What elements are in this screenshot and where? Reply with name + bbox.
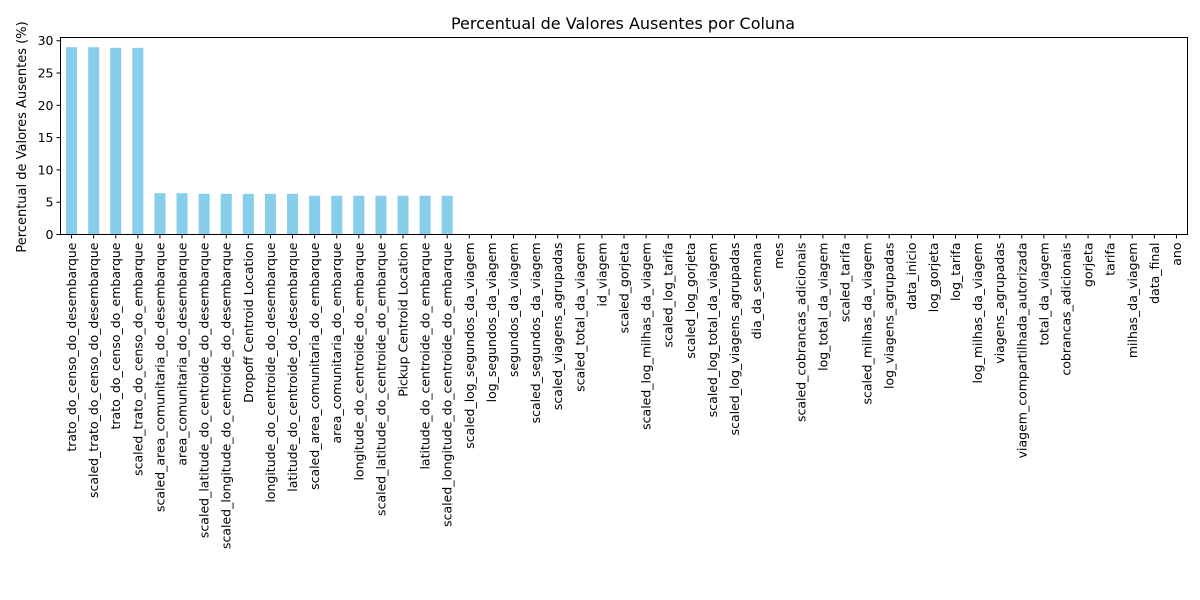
x-tick-label: scaled_latitude_do_centroide_do_embarque bbox=[373, 242, 388, 516]
x-tick-label: data_inicio bbox=[904, 243, 919, 310]
x-axis: trato_do_censo_do_desembarque scaled_trat… bbox=[64, 234, 1184, 549]
x-tick-label: dia_da_semana bbox=[749, 243, 764, 340]
x-tick-label: scaled_log_gorjeta bbox=[683, 243, 698, 359]
y-tick-label: 30 bbox=[38, 33, 54, 48]
bar bbox=[419, 195, 431, 235]
y-tick-label: 15 bbox=[38, 130, 54, 145]
y-axis: 0 5 10 15 20 25 30 bbox=[38, 33, 61, 242]
x-tick-label: scaled_area_comunitaria_do_desembarque bbox=[152, 242, 167, 512]
x-tick-label: log_viagens_agrupadas bbox=[882, 243, 897, 390]
x-tick-label: scaled_log_segundos_da_viagem bbox=[462, 243, 477, 449]
x-tick-label: scaled_viagens_agrupadas bbox=[550, 243, 565, 411]
x-tick-label: total_da_viagem bbox=[1036, 243, 1051, 346]
bar bbox=[309, 195, 321, 235]
bar bbox=[132, 47, 144, 235]
x-tick-label: log_milhas_da_viagem bbox=[970, 243, 985, 384]
x-tick-label: scaled_log_total_da_viagem bbox=[705, 243, 720, 418]
bars-group bbox=[66, 47, 453, 235]
bar bbox=[242, 193, 254, 235]
x-tick-label: scaled_tarifa bbox=[837, 243, 852, 323]
bar bbox=[66, 47, 78, 235]
x-tick-label: latitude_do_centroide_do_embarque bbox=[418, 242, 433, 469]
x-tick-label: trato_do_censo_do_embarque bbox=[108, 242, 123, 429]
x-tick-label: trato_do_censo_do_desembarque bbox=[64, 242, 79, 451]
bar bbox=[220, 193, 232, 235]
x-tick-label: longitude_do_centroide_do_desembarque bbox=[263, 242, 278, 502]
bar bbox=[88, 47, 100, 235]
bar bbox=[154, 193, 166, 235]
x-tick-label: log_total_da_viagem bbox=[815, 243, 830, 371]
y-tick-label: 20 bbox=[38, 98, 54, 113]
x-tick-label: scaled_longitude_do_centroide_do_embarqu… bbox=[440, 242, 455, 527]
x-tick-label: log_tarifa bbox=[948, 243, 963, 302]
x-tick-label: cobrancas_adicionais bbox=[1058, 243, 1073, 376]
x-tick-label: scaled_trato_do_censo_do_desembarque bbox=[86, 242, 101, 498]
x-tick-label: gorjeta bbox=[1081, 243, 1096, 287]
x-tick-label: area_comunitaria_do_desembarque bbox=[175, 242, 190, 465]
x-tick-label: tarifa bbox=[1103, 243, 1118, 276]
x-tick-label: scaled_area_comunitaria_do_embarque bbox=[307, 242, 322, 490]
x-tick-label: longitude_do_centroide_do_embarque bbox=[351, 242, 366, 480]
x-tick-label: ano bbox=[1169, 243, 1184, 266]
bar bbox=[397, 195, 409, 235]
x-tick-label: latitude_do_centroide_do_desembarque bbox=[285, 242, 300, 491]
x-tick-label: viagem_compartilhada_autorizada bbox=[1014, 243, 1029, 459]
y-axis-label: Percentual de Valores Ausentes (%) bbox=[15, 21, 30, 252]
x-tick-label: log_gorjeta bbox=[926, 243, 941, 313]
bar bbox=[287, 193, 299, 235]
bar bbox=[110, 47, 122, 235]
x-tick-label: scaled_trato_do_censo_do_embarque bbox=[130, 242, 145, 476]
x-tick-label: segundos_da_viagem bbox=[506, 243, 521, 378]
plot-frame bbox=[60, 37, 1188, 235]
bar bbox=[375, 195, 387, 235]
x-tick-label: scaled_total_da_viagem bbox=[572, 243, 587, 392]
y-tick-label: 25 bbox=[38, 66, 54, 81]
bar bbox=[441, 195, 453, 235]
x-tick-label: log_segundos_da_viagem bbox=[484, 243, 499, 403]
x-tick-label: viagens_agrupadas bbox=[992, 243, 1007, 364]
y-tick-label: 10 bbox=[38, 162, 54, 177]
x-tick-label: scaled_log_milhas_da_viagem bbox=[639, 243, 654, 430]
x-tick-label: Dropoff Centroid Location bbox=[241, 243, 256, 403]
x-tick-label: scaled_longitude_do_centroide_do_desemba… bbox=[219, 242, 234, 549]
bar bbox=[198, 193, 210, 235]
bar bbox=[264, 193, 276, 235]
x-tick-label: data_final bbox=[1147, 243, 1162, 304]
x-tick-label: mes bbox=[771, 243, 786, 269]
x-tick-label: id_viagem bbox=[594, 243, 609, 307]
x-tick-label: scaled_latitude_do_centroide_do_desembar… bbox=[197, 242, 212, 538]
x-tick-label: scaled_cobrancas_adicionais bbox=[793, 243, 808, 423]
x-tick-label: scaled_log_viagens_agrupadas bbox=[727, 243, 742, 436]
x-tick-label: area_comunitaria_do_embarque bbox=[329, 242, 344, 443]
x-tick-label: scaled_gorjeta bbox=[617, 243, 632, 334]
x-tick-label: scaled_log_tarifa bbox=[661, 243, 676, 348]
bar bbox=[353, 195, 365, 235]
x-tick-label: scaled_segundos_da_viagem bbox=[528, 243, 543, 424]
bar bbox=[331, 195, 343, 235]
y-tick-label: 5 bbox=[46, 195, 54, 210]
chart-title: Percentual de Valores Ausentes por Colun… bbox=[451, 14, 795, 33]
y-tick-label: 0 bbox=[46, 227, 54, 242]
x-tick-label: milhas_da_viagem bbox=[1125, 243, 1140, 359]
x-tick-label: scaled_milhas_da_viagem bbox=[860, 243, 875, 405]
bar bbox=[176, 193, 188, 235]
x-tick-label: Pickup Centroid Location bbox=[396, 243, 411, 397]
